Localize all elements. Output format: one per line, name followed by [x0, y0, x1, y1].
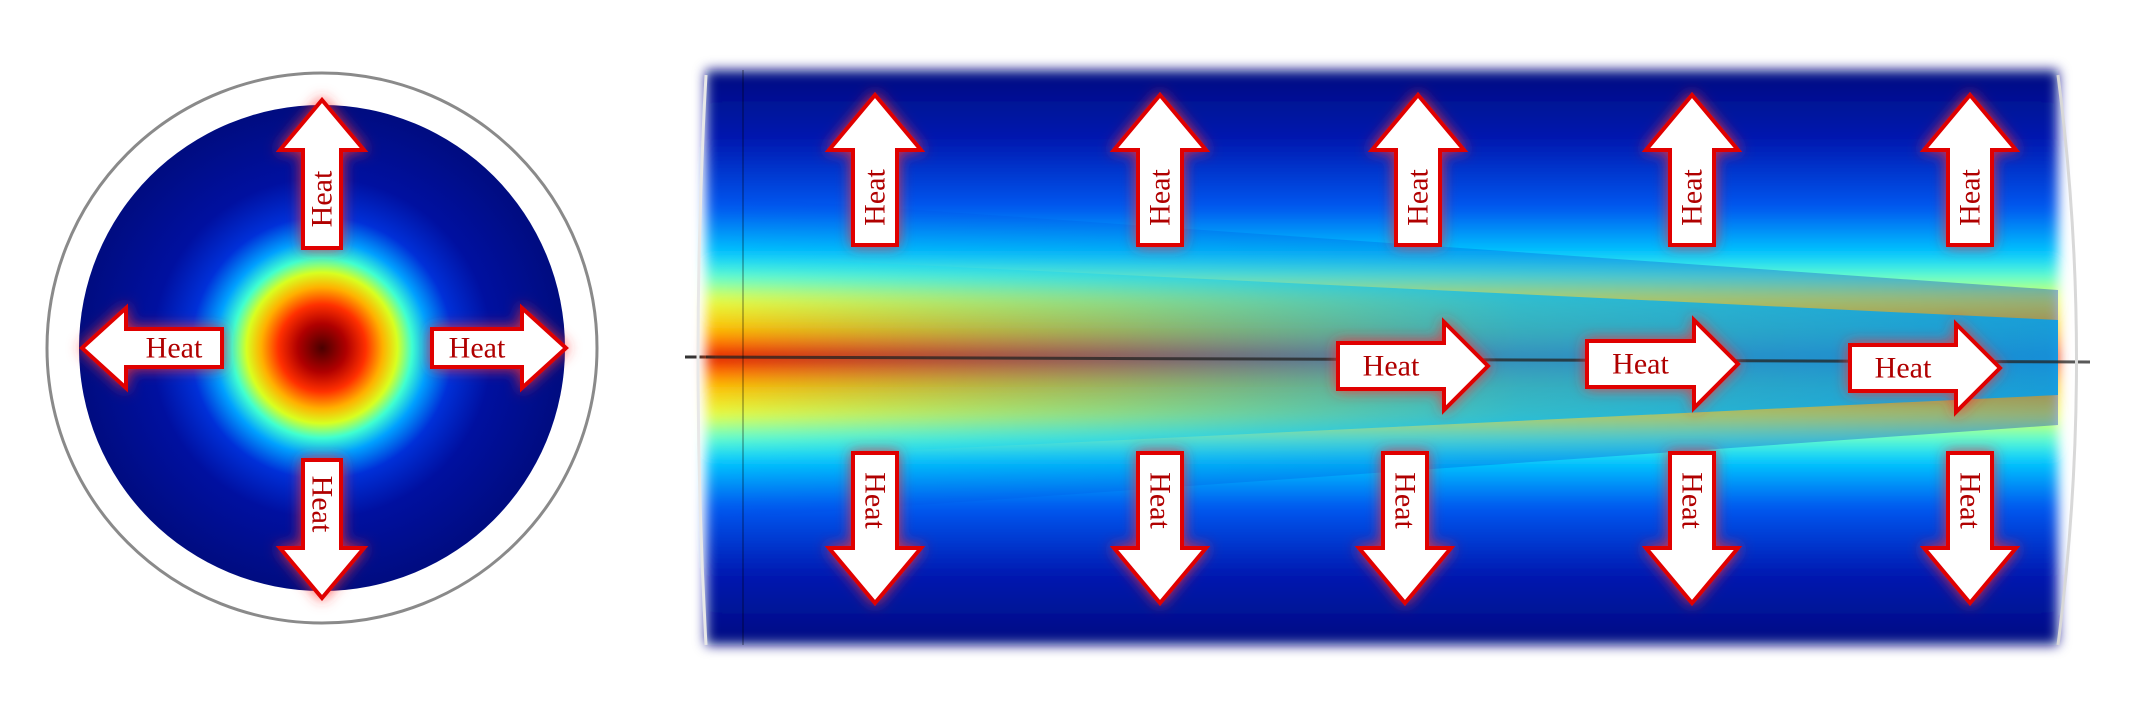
heat-arrow-down-shape [1109, 451, 1211, 607]
right-end-cap [2056, 74, 2078, 646]
fiber-cross-section: Heat Heat Heat Heat [45, 71, 599, 625]
heat-arrow-up: Heat [275, 96, 369, 250]
heat-arrow-up-shape [1367, 91, 1469, 247]
heat-arrow-axial: Heat [1848, 319, 2003, 417]
heat-label: Heat [1402, 169, 1435, 226]
heat-arrow-axial-shape [1336, 317, 1491, 415]
heat-label: Heat [859, 169, 892, 226]
heat-arrow-left: Heat [79, 303, 224, 393]
heat-label: Heat [1144, 169, 1177, 226]
heat-arrow-right-shape [430, 303, 569, 393]
heat-label: Heat [1144, 472, 1177, 529]
heat-arrow-down-shape [275, 458, 369, 602]
heat-label: Heat [1676, 169, 1709, 226]
heat-arrow-axial: Heat [1336, 317, 1491, 415]
heat-arrow-down: Heat [1109, 451, 1211, 607]
left-end-cap [696, 74, 708, 646]
heat-arrow-down-shape [824, 451, 926, 607]
heat-label: Heat [306, 476, 339, 533]
heat-label: Heat [146, 332, 203, 365]
heat-arrow-down: Heat [1641, 451, 1743, 607]
heat-label: Heat [1875, 352, 1932, 385]
heat-arrow-up: Heat [824, 91, 926, 247]
heat-arrow-axial-shape [1848, 319, 2003, 417]
heat-arrow-up: Heat [1367, 91, 1469, 247]
heat-label: Heat [1612, 348, 1669, 381]
heat-arrow-up-shape [1109, 91, 1211, 247]
heat-arrow-up: Heat [1109, 91, 1211, 247]
heat-label: Heat [1676, 472, 1709, 529]
heat-label: Heat [449, 332, 506, 365]
heat-arrow-up-shape [824, 91, 926, 247]
heat-arrow-right: Heat [430, 303, 569, 393]
heat-arrow-up-shape [275, 96, 369, 250]
fiber-longitudinal-section: Heat Heat Heat Heat Heat Heat Heat Heat Heat Heat… [685, 70, 2091, 646]
heat-arrow-down-shape [1641, 451, 1743, 607]
heat-arrow-down: Heat [824, 451, 926, 607]
heat-arrow-axial-shape [1585, 315, 1741, 413]
heat-arrow-down: Heat [1919, 451, 2021, 607]
heat-label: Heat [1954, 472, 1987, 529]
heat-arrow-up: Heat [1919, 91, 2021, 247]
heat-arrow-left-shape [79, 303, 224, 393]
heat-label: Heat [859, 472, 892, 529]
heat-label: Heat [1389, 472, 1422, 529]
heat-label: Heat [1954, 169, 1987, 226]
heat-arrow-down-shape [1354, 451, 1456, 607]
heat-label: Heat [306, 170, 339, 227]
heat-arrow-axial: Heat [1585, 315, 1741, 413]
heat-arrow-down-shape [1919, 451, 2021, 607]
heat-label: Heat [1363, 350, 1420, 383]
heat-arrow-up-shape [1919, 91, 2021, 247]
cladding-field [79, 105, 565, 591]
heat-arrow-up: Heat [1641, 91, 1743, 247]
heat-arrow-down: Heat [1354, 451, 1456, 607]
heat-arrow-down: Heat [275, 458, 369, 602]
heat-arrow-up-shape [1641, 91, 1743, 247]
